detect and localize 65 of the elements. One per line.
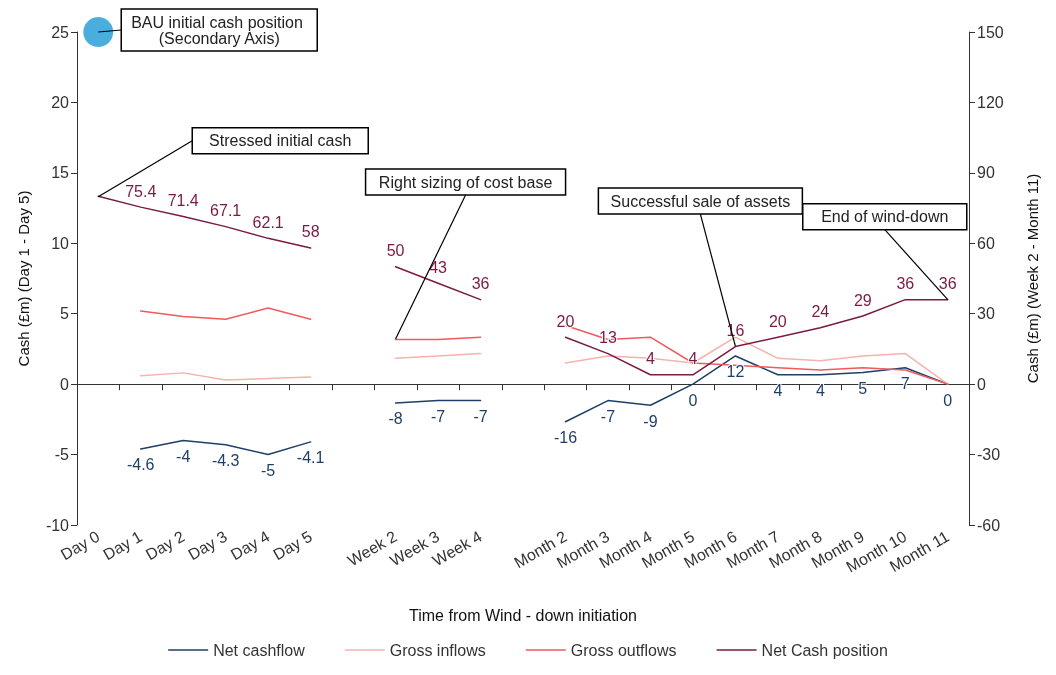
line-series xyxy=(139,307,312,321)
data-label: -7 xyxy=(473,408,488,426)
legend-label: Gross inflows xyxy=(389,641,486,659)
y-tick-label: 0 xyxy=(60,375,70,393)
y2-tick-label: 150 xyxy=(977,23,1004,41)
x-tick-label: Day 5 xyxy=(270,527,315,564)
y-tick-label: -5 xyxy=(54,446,70,464)
annotation: Right sizing of cost base xyxy=(378,173,553,191)
data-label: 50 xyxy=(386,242,405,260)
data-label: -4 xyxy=(176,447,191,465)
data-label: 20 xyxy=(556,312,575,330)
data-label: 58 xyxy=(301,223,320,241)
data-label: 62.1 xyxy=(252,213,284,231)
data-label: 12 xyxy=(726,363,745,381)
data-label: -9 xyxy=(643,412,658,430)
annotation: BAU initial cash position (Secondary Axis) xyxy=(131,13,308,47)
data-label: -4.1 xyxy=(296,449,325,467)
y2-tick-label: 120 xyxy=(977,93,1004,111)
y-tick-label: 15 xyxy=(51,164,70,182)
data-label: 43 xyxy=(429,258,448,276)
data-label: 0 xyxy=(943,391,953,409)
data-label: -7 xyxy=(430,408,446,426)
data-label: 71.4 xyxy=(167,192,199,210)
data-label: 36 xyxy=(896,275,915,293)
legend-label: Net Cash position xyxy=(761,641,888,659)
x-tick-label: Day 3 xyxy=(185,527,230,564)
data-label: 29 xyxy=(853,291,872,309)
data-label: 75.4 xyxy=(125,182,157,200)
y2-tick-label: 60 xyxy=(977,234,995,252)
legend-label: Gross outflows xyxy=(570,641,677,659)
y-axis-title: Cash (£m) (Day 1 - Day 5) xyxy=(15,190,32,367)
data-label: -4.3 xyxy=(211,452,240,470)
data-label: 4 xyxy=(645,350,655,368)
y2-tick-label: 30 xyxy=(977,305,995,323)
data-label: 4 xyxy=(773,382,783,400)
y-tick-label: -10 xyxy=(45,516,70,534)
y2-tick-label: 0 xyxy=(977,375,986,393)
annotation: Stressed initial cash xyxy=(209,132,352,150)
data-label: 4 xyxy=(815,382,825,400)
legend-label: Net cashflow xyxy=(213,641,306,659)
data-label: 20 xyxy=(768,312,787,330)
data-label: -16 xyxy=(553,429,578,447)
data-label: 24 xyxy=(811,303,830,321)
data-label: 5 xyxy=(858,379,868,397)
y2-tick-label: 90 xyxy=(977,164,995,182)
y2-axis-title: Cash (£m) (Week 2 - Month 11) xyxy=(1024,173,1041,384)
data-label: 67.1 xyxy=(210,202,242,220)
data-label: 36 xyxy=(471,275,490,293)
y-tick-label: 10 xyxy=(51,234,70,252)
data-label: -4.6 xyxy=(126,456,155,474)
annotation: Successful sale of assets xyxy=(610,192,791,210)
y2-tick-label: -30 xyxy=(977,446,1001,464)
y-tick-label: 5 xyxy=(60,305,70,323)
y-tick-label: 20 xyxy=(51,93,70,111)
x-axis-title: Time from Wind - down initiation xyxy=(409,606,637,624)
line-series xyxy=(139,372,312,381)
data-label: -5 xyxy=(261,462,276,480)
annotation: End of wind-down xyxy=(821,208,949,226)
data-label: 36 xyxy=(938,275,957,293)
y-tick-label: 25 xyxy=(51,23,70,41)
data-label: -8 xyxy=(388,410,403,428)
data-label: 0 xyxy=(688,391,698,409)
x-tick-label: Day 4 xyxy=(227,527,273,564)
y2-tick-label: -60 xyxy=(977,516,1001,534)
data-label: -7 xyxy=(600,408,616,426)
